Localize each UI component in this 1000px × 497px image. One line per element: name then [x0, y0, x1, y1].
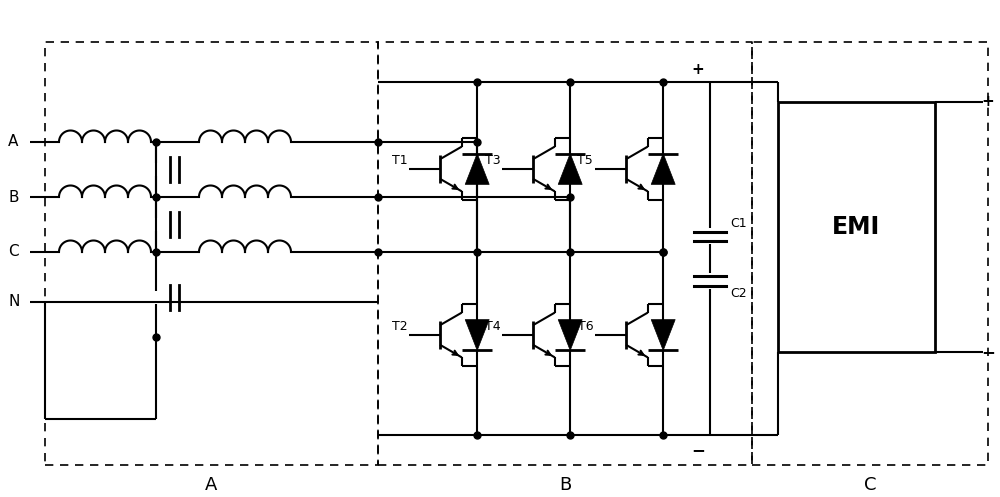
- Text: A: A: [8, 135, 18, 150]
- Text: C: C: [864, 476, 876, 494]
- Polygon shape: [465, 320, 489, 350]
- Text: T6: T6: [578, 320, 593, 333]
- Text: T2: T2: [392, 320, 407, 333]
- Text: C2: C2: [730, 287, 747, 300]
- Text: −: −: [981, 343, 995, 361]
- Text: +: +: [692, 63, 704, 78]
- Text: T1: T1: [392, 154, 407, 167]
- Polygon shape: [465, 154, 489, 184]
- Text: +: +: [982, 94, 994, 109]
- Polygon shape: [651, 320, 675, 350]
- Text: T5: T5: [577, 154, 593, 167]
- Text: N: N: [8, 295, 19, 310]
- Text: B: B: [559, 476, 571, 494]
- Text: T4: T4: [485, 320, 500, 333]
- Text: C: C: [8, 245, 19, 259]
- Text: A: A: [205, 476, 218, 494]
- Text: −: −: [691, 441, 705, 459]
- Text: T3: T3: [485, 154, 500, 167]
- Polygon shape: [558, 154, 582, 184]
- Text: C1: C1: [730, 217, 747, 230]
- Polygon shape: [558, 320, 582, 350]
- Text: EMI: EMI: [832, 215, 881, 239]
- Polygon shape: [651, 154, 675, 184]
- Text: B: B: [8, 189, 18, 204]
